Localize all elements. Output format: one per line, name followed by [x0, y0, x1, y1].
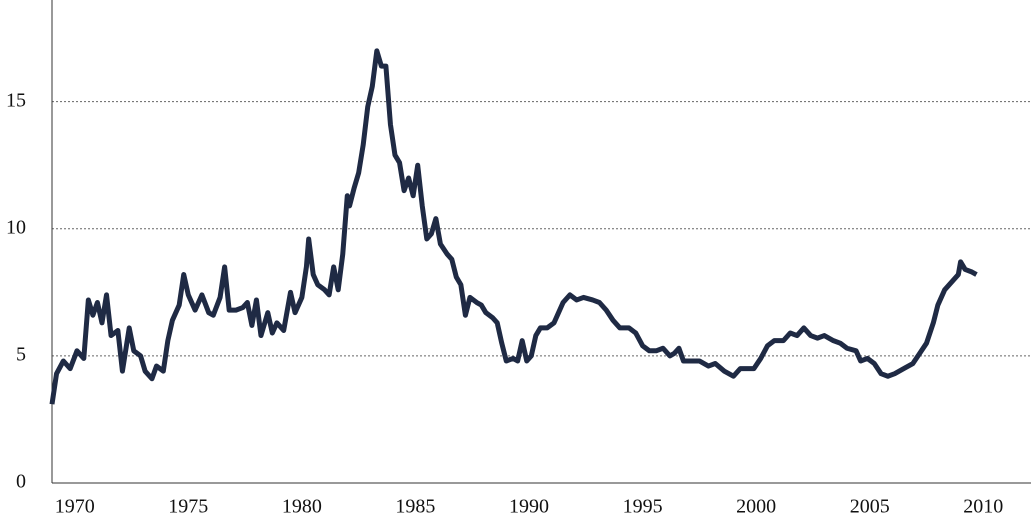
y-tick-label: 15 — [6, 89, 26, 111]
y-tick-label: 5 — [16, 343, 26, 365]
x-tick-label: 1990 — [509, 496, 549, 518]
x-tick-label: 1995 — [623, 496, 663, 518]
x-tick-label: 1980 — [282, 496, 322, 518]
x-tick-label: 1985 — [395, 496, 435, 518]
y-tick-label: 10 — [6, 216, 26, 238]
x-tick-label: 2010 — [963, 496, 1003, 518]
x-tick-label: 2000 — [736, 496, 776, 518]
y-tick-label: 0 — [16, 471, 26, 493]
x-tick-label: 1970 — [55, 496, 95, 518]
x-tick-label: 1975 — [168, 496, 208, 518]
data-line — [49, 48, 978, 405]
x-tick-label: 2005 — [850, 496, 890, 518]
